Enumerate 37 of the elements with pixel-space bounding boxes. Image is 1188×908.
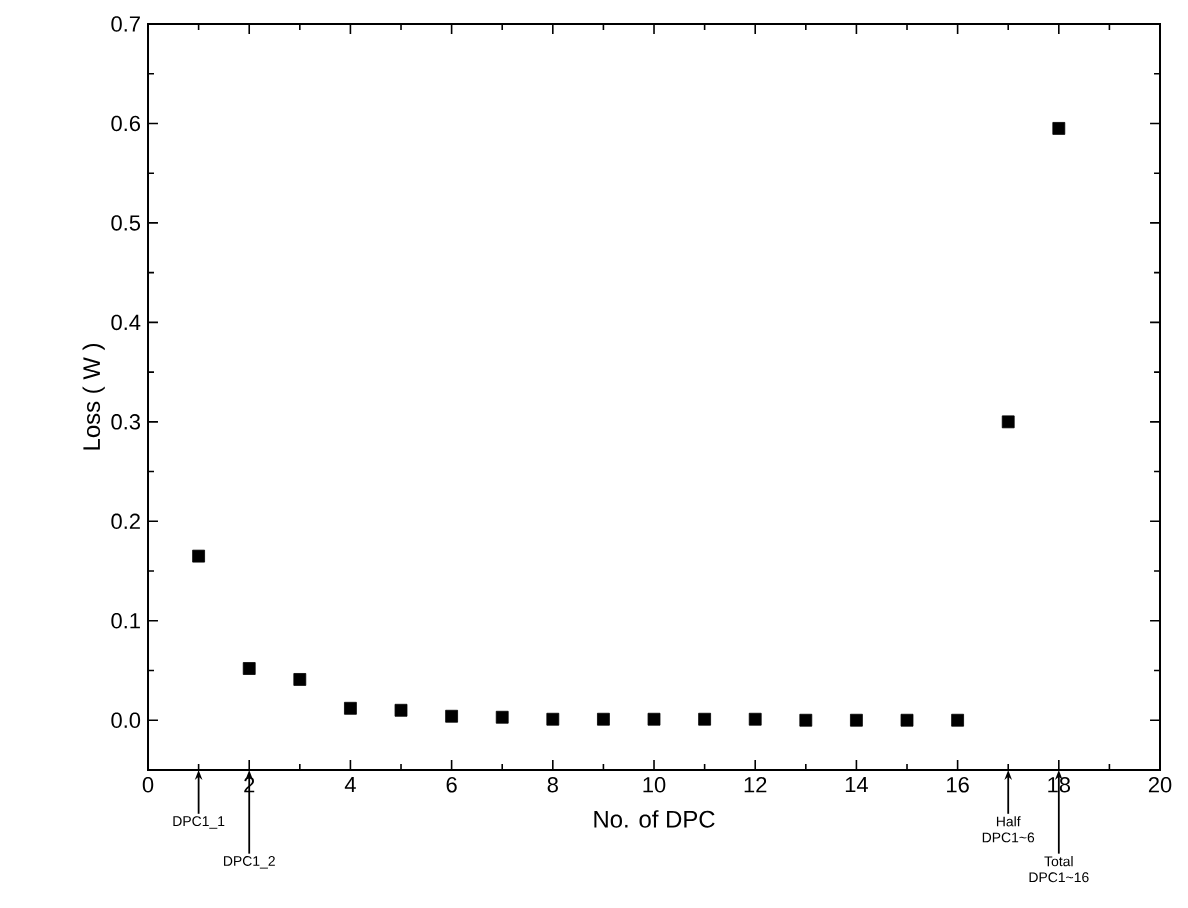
x-tick-label: 6 (446, 777, 457, 793)
point (748, 712, 762, 726)
point (900, 713, 914, 727)
point (698, 712, 711, 726)
x-axis-title: No. of DPC (594, 810, 715, 828)
point (850, 713, 863, 727)
y-tick-label: 0.2 (111, 513, 140, 530)
point (799, 713, 813, 727)
x-tick-label: 20 (1148, 777, 1172, 793)
x-tick-label: 14 (845, 777, 868, 793)
x-tick-label: 4 (344, 777, 356, 793)
y-tick-label: 0.5 (111, 215, 141, 231)
x-tick-label: 12 (744, 777, 767, 793)
y-tick-label: 0.4 (111, 314, 141, 331)
point (445, 709, 458, 723)
x-tick-label: 16 (947, 777, 969, 793)
point (344, 701, 357, 715)
point (495, 710, 509, 724)
y-tick-label: 0.7 (111, 16, 140, 32)
point (242, 662, 256, 675)
y-tick-label: 0.1 (111, 613, 140, 629)
point (1001, 415, 1015, 429)
point (192, 549, 205, 563)
y-axis-title: Loss ( W ) (82, 344, 105, 450)
point (394, 703, 408, 717)
x-tick-label: 10 (643, 777, 666, 793)
y-tick-label: 0.0 (111, 712, 141, 728)
point (293, 673, 307, 686)
y-tick-label: 0.6 (111, 115, 141, 132)
point (647, 712, 661, 726)
y-tick-label: 0.3 (111, 414, 141, 430)
point (1052, 122, 1066, 135)
x-tick-label: 0 (142, 777, 154, 793)
point (546, 712, 560, 726)
x-tick-label: 8 (547, 777, 558, 793)
point (951, 713, 964, 727)
point (597, 712, 610, 726)
